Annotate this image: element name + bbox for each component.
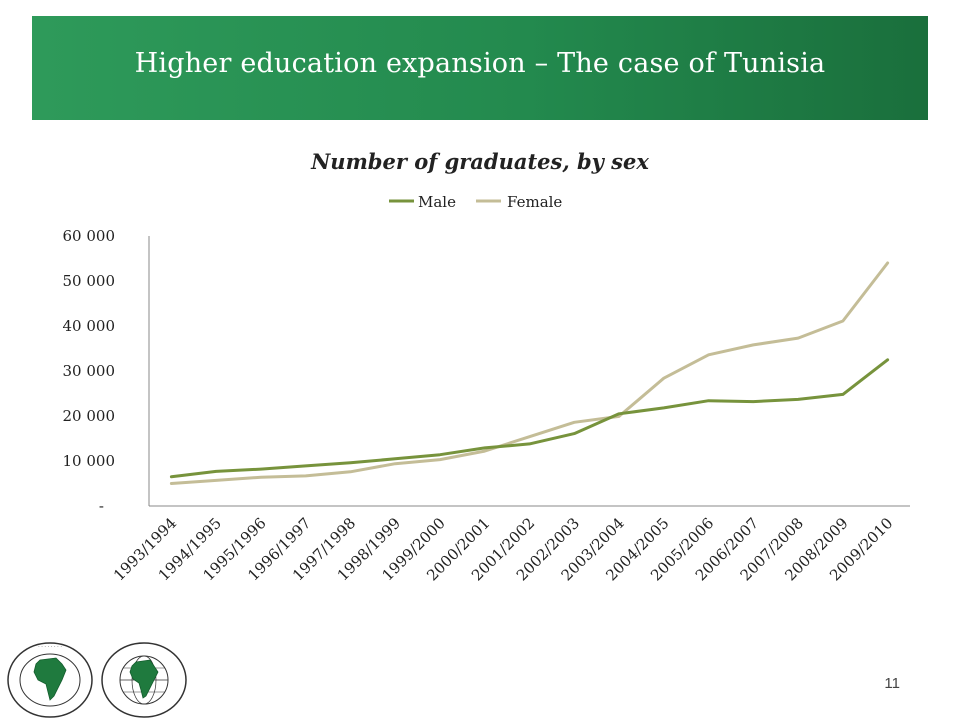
y-tick-label: - (99, 497, 104, 515)
afdb-bank-logo: · · · · · · · · (7, 642, 93, 718)
legend-label-female: Female (507, 193, 562, 211)
y-tick-label: 10 000 (63, 452, 116, 470)
x-axis-ticks: 1993/19941994/19951995/19961996/19971997… (110, 514, 897, 584)
y-tick-label: 20 000 (63, 407, 116, 425)
title-banner: Higher education expansion – The case of… (32, 16, 928, 120)
page-number: 11 (884, 675, 900, 692)
chart-series (169, 261, 890, 485)
chart-axes (148, 236, 910, 507)
y-tick-label: 40 000 (63, 317, 116, 335)
series-line-female (169, 261, 890, 485)
chart-legend: Male Female (389, 193, 562, 211)
line-chart: Number of graduates, by sex Male Female -… (63, 149, 910, 584)
y-axis-ticks: - 10 000 20 000 30 000 40 000 50 000 60 000 (63, 227, 116, 515)
series-line-male (169, 358, 890, 479)
y-tick-label: 50 000 (63, 272, 116, 290)
y-tick-label: 30 000 (63, 362, 116, 380)
slide-title: Higher education expansion – The case of… (134, 48, 826, 79)
chart-title: Number of graduates, by sex (310, 149, 649, 174)
legend-label-male: Male (418, 193, 456, 211)
afdf-fund-logo (101, 642, 187, 718)
svg-text:· · · · · · · ·: · · · · · · · · (38, 644, 62, 650)
y-tick-label: 60 000 (63, 227, 116, 245)
